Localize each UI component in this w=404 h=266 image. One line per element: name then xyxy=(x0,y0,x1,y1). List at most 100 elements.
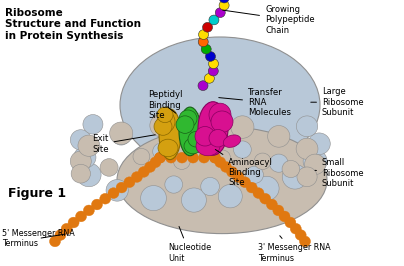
Ellipse shape xyxy=(120,37,320,173)
Circle shape xyxy=(91,199,103,210)
Ellipse shape xyxy=(158,139,178,157)
Circle shape xyxy=(233,172,244,182)
Circle shape xyxy=(188,131,204,147)
Circle shape xyxy=(177,152,187,163)
Circle shape xyxy=(297,167,317,186)
Circle shape xyxy=(210,152,221,163)
Circle shape xyxy=(227,167,238,177)
Circle shape xyxy=(154,118,172,135)
Circle shape xyxy=(299,236,311,247)
Circle shape xyxy=(269,154,288,172)
Circle shape xyxy=(206,52,215,61)
Circle shape xyxy=(50,236,61,247)
Circle shape xyxy=(254,153,271,169)
Circle shape xyxy=(166,152,177,163)
Circle shape xyxy=(282,160,300,178)
Circle shape xyxy=(204,73,215,83)
Circle shape xyxy=(71,164,90,183)
Circle shape xyxy=(83,205,95,216)
Ellipse shape xyxy=(223,135,241,147)
Ellipse shape xyxy=(159,109,181,160)
Text: Small
Ribosome
Subunit: Small Ribosome Subunit xyxy=(315,158,364,188)
Circle shape xyxy=(154,152,166,163)
Circle shape xyxy=(124,177,135,188)
Circle shape xyxy=(198,152,210,163)
Circle shape xyxy=(215,157,226,168)
Circle shape xyxy=(181,188,206,212)
Circle shape xyxy=(308,133,330,155)
Circle shape xyxy=(209,15,219,25)
Circle shape xyxy=(112,127,130,145)
Circle shape xyxy=(234,141,251,158)
Text: Figure 1: Figure 1 xyxy=(8,187,66,200)
Text: Growing
Polypeptide
Chain: Growing Polypeptide Chain xyxy=(223,5,315,35)
Circle shape xyxy=(219,0,229,3)
Circle shape xyxy=(246,182,257,193)
Ellipse shape xyxy=(196,136,220,156)
Circle shape xyxy=(267,126,290,147)
Circle shape xyxy=(305,154,326,174)
Circle shape xyxy=(202,22,213,32)
Circle shape xyxy=(70,130,91,150)
Circle shape xyxy=(150,157,161,168)
Circle shape xyxy=(106,180,128,201)
Text: 5' Messenger RNA
Terminus: 5' Messenger RNA Terminus xyxy=(2,229,75,248)
Text: Aminoacyl
Binding
Site: Aminoacyl Binding Site xyxy=(215,149,273,188)
Circle shape xyxy=(246,166,263,184)
Circle shape xyxy=(253,188,264,198)
Circle shape xyxy=(68,217,79,228)
Circle shape xyxy=(176,116,194,133)
Circle shape xyxy=(215,8,225,18)
Circle shape xyxy=(240,177,250,188)
Text: Exit
Site: Exit Site xyxy=(92,134,155,154)
Circle shape xyxy=(157,107,173,123)
Ellipse shape xyxy=(198,102,228,155)
Circle shape xyxy=(296,138,318,159)
Circle shape xyxy=(108,188,119,198)
Circle shape xyxy=(61,223,72,234)
Text: Ribosome
Structure and Function
in Protein Synthesis: Ribosome Structure and Function in Prote… xyxy=(5,8,141,41)
Circle shape xyxy=(141,186,166,211)
Text: 3' Messenger RNA
Terminus: 3' Messenger RNA Terminus xyxy=(258,236,330,263)
Circle shape xyxy=(173,153,190,169)
Ellipse shape xyxy=(184,138,202,154)
Circle shape xyxy=(165,176,183,193)
Text: Nucleotide
Unit: Nucleotide Unit xyxy=(168,226,211,263)
Circle shape xyxy=(282,164,307,189)
Circle shape xyxy=(116,182,127,193)
Circle shape xyxy=(77,163,101,187)
Circle shape xyxy=(260,193,271,204)
Circle shape xyxy=(297,116,318,137)
Circle shape xyxy=(187,152,198,163)
Circle shape xyxy=(210,152,221,163)
Circle shape xyxy=(145,162,156,172)
Circle shape xyxy=(285,217,296,228)
Text: Large
Ribosome
Subunit: Large Ribosome Subunit xyxy=(311,87,364,117)
Text: Peptidyl
Binding
Site: Peptidyl Binding Site xyxy=(148,90,183,120)
Circle shape xyxy=(198,30,208,39)
Circle shape xyxy=(219,1,229,10)
Circle shape xyxy=(131,172,142,182)
Circle shape xyxy=(100,159,118,176)
Ellipse shape xyxy=(209,103,231,127)
Circle shape xyxy=(214,150,231,166)
Circle shape xyxy=(76,211,86,222)
Circle shape xyxy=(70,151,91,172)
Circle shape xyxy=(221,162,231,172)
Circle shape xyxy=(218,185,242,208)
Circle shape xyxy=(209,130,227,147)
Circle shape xyxy=(55,230,66,240)
Circle shape xyxy=(290,223,301,234)
Circle shape xyxy=(273,205,284,216)
Circle shape xyxy=(266,199,278,210)
Circle shape xyxy=(74,147,96,168)
Circle shape xyxy=(100,193,111,204)
Circle shape xyxy=(153,143,170,160)
Circle shape xyxy=(195,127,215,146)
Text: Transfer
RNA
Molecules: Transfer RNA Molecules xyxy=(219,88,291,117)
Circle shape xyxy=(150,114,173,137)
Circle shape xyxy=(295,230,306,240)
Circle shape xyxy=(208,66,218,76)
Circle shape xyxy=(201,177,219,196)
Ellipse shape xyxy=(117,127,327,234)
